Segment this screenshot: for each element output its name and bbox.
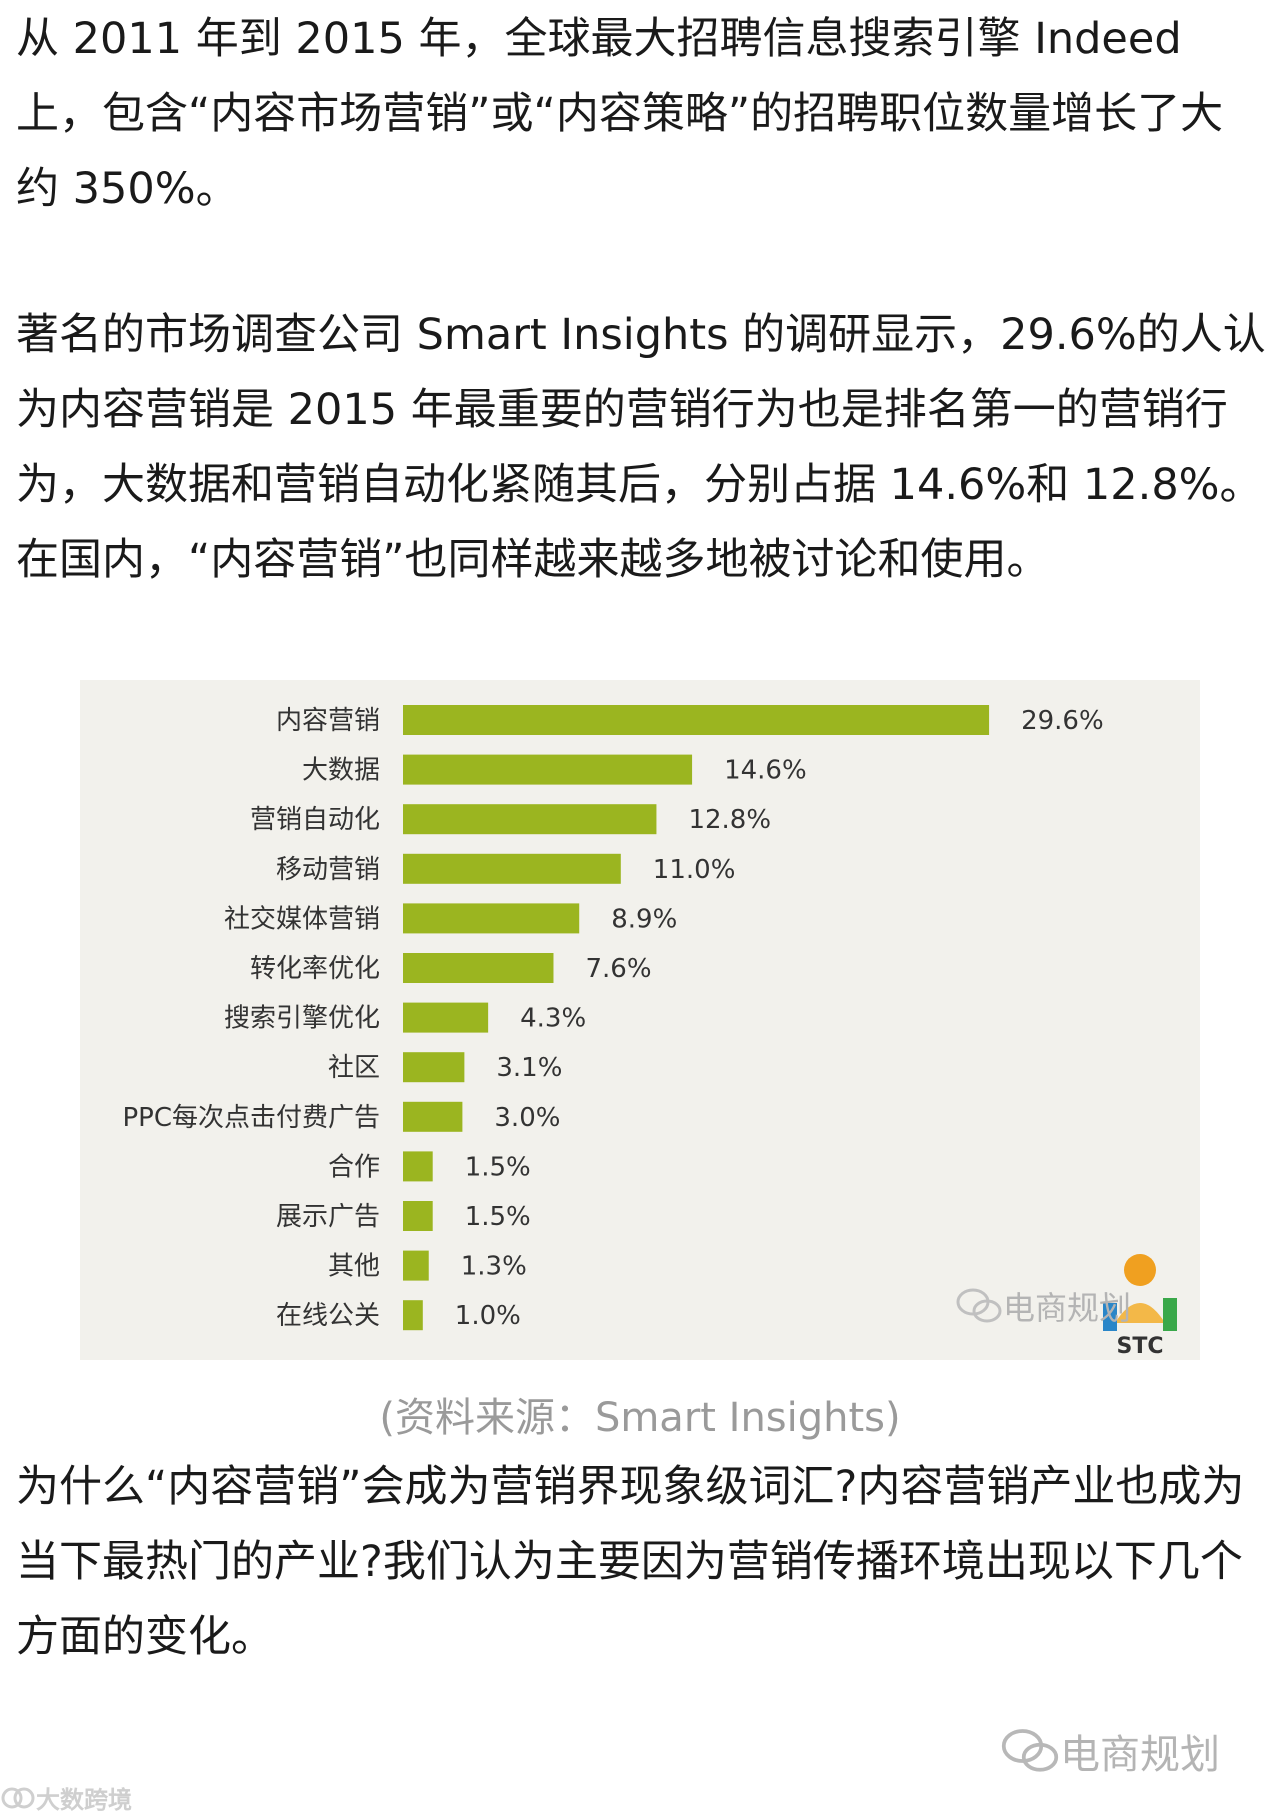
stc-logo: STC	[1095, 1248, 1185, 1359]
value-label: 1.5%	[465, 1152, 531, 1182]
intro-paragraph: 从 2011 年到 2015 年，全球最大招聘信息搜索引擎 Indeed 上，包…	[16, 14, 1224, 214]
category-label: 社区	[328, 1053, 380, 1083]
bar	[403, 953, 554, 983]
corner-logo: 大数跨境	[0, 1780, 132, 1815]
chart-panel: 内容营销 29.6% 大数据 14.6% 营销自动化 12.8% 移动营销 11.0% 社交媒体…	[80, 680, 1200, 1360]
value-label: 12.8%	[688, 805, 771, 835]
bar	[403, 1101, 463, 1132]
bar	[403, 1300, 423, 1331]
bar	[403, 903, 580, 934]
bar	[403, 1151, 433, 1182]
category-label: 展示广告	[276, 1202, 380, 1232]
bar	[403, 705, 990, 735]
corner-logo-text: 大数跨境	[36, 1786, 132, 1814]
bar	[403, 1250, 429, 1281]
chart-watermark: 电商规划	[955, 1283, 1131, 1329]
value-label: 4.3%	[520, 1004, 586, 1034]
category-label: 大数据	[302, 756, 380, 786]
category-label: 转化率优化	[250, 954, 380, 984]
category-label: 合作	[328, 1152, 380, 1182]
category-label: 在线公关	[276, 1301, 380, 1331]
value-label: 29.6%	[1021, 706, 1104, 736]
question-paragraph: 为什么“内容营销”会成为营销界现象级词汇?内容营销产业也成为当下最热门的产业?我…	[16, 1462, 1245, 1662]
category-label: 内容营销	[276, 706, 380, 736]
value-label: 7.6%	[585, 954, 651, 984]
chart-watermark-text: 电商规划	[1003, 1289, 1132, 1327]
category-label: 其他	[328, 1252, 380, 1282]
value-label: 3.1%	[496, 1053, 562, 1083]
value-label: 1.5%	[465, 1202, 531, 1232]
wechat-icon	[956, 1288, 1002, 1323]
bar	[403, 1052, 465, 1083]
logo-head-icon	[1124, 1254, 1156, 1286]
category-label: 营销自动化	[250, 805, 380, 835]
bar-chart: 内容营销 29.6% 大数据 14.6% 营销自动化 12.8% 移动营销 11.0% 社交媒体…	[122, 705, 1104, 1331]
value-label: 1.3%	[461, 1252, 527, 1282]
page-watermark: 电商规划	[1000, 1722, 1220, 1780]
bar	[403, 853, 621, 884]
page-watermark-text: 电商规划	[1060, 1732, 1220, 1778]
value-label: 14.6%	[724, 756, 807, 786]
bar	[403, 1201, 433, 1231]
category-label: 社交媒体营销	[224, 904, 380, 934]
value-label: 8.9%	[611, 904, 677, 934]
logo-icon	[1, 1787, 35, 1808]
category-label: 搜索引擎优化	[224, 1004, 380, 1034]
stc-logo-text: STC	[1117, 1334, 1164, 1358]
value-label: 1.0%	[455, 1301, 521, 1331]
source-caption: (资料来源：Smart Insights)	[379, 1395, 901, 1441]
bar	[403, 1002, 489, 1033]
survey-paragraph: 著名的市场调查公司 Smart Insights 的调研显示，29.6%的人认为…	[16, 310, 1266, 585]
wechat-icon	[1001, 1729, 1059, 1772]
bar	[403, 804, 657, 835]
category-label: PPC每次点击付费广告	[122, 1103, 380, 1133]
value-label: 11.0%	[653, 855, 736, 885]
category-label: 移动营销	[276, 855, 380, 885]
value-label: 3.0%	[494, 1103, 560, 1133]
bar	[403, 754, 693, 785]
